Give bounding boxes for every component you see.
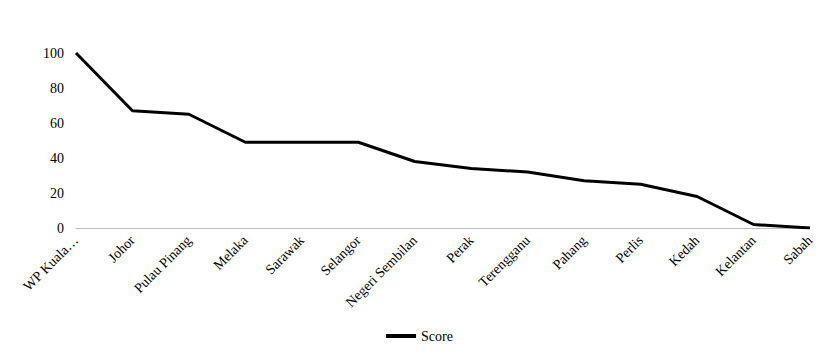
svg-text:0: 0 — [57, 221, 64, 236]
svg-text:Kedah: Kedah — [666, 233, 702, 269]
svg-text:Selangor: Selangor — [318, 232, 364, 278]
svg-text:20: 20 — [50, 186, 64, 201]
svg-text:Pulau Pinang: Pulau Pinang — [131, 233, 194, 296]
svg-text:80: 80 — [50, 81, 64, 96]
svg-text:Kelantan: Kelantan — [713, 233, 759, 279]
svg-text:40: 40 — [50, 151, 64, 166]
svg-text:Perlis: Perlis — [613, 233, 646, 266]
svg-text:Terengganu: Terengganu — [476, 233, 533, 290]
svg-text:Melaka: Melaka — [210, 232, 251, 273]
svg-text:WP Kuala…: WP Kuala… — [20, 233, 81, 294]
svg-text:Sabah: Sabah — [781, 233, 816, 268]
svg-text:Negeri Sembilan: Negeri Sembilan — [343, 233, 420, 310]
svg-text:Score: Score — [421, 329, 453, 344]
svg-text:Perak: Perak — [443, 233, 476, 266]
svg-text:60: 60 — [50, 116, 64, 131]
svg-text:Johor: Johor — [105, 232, 138, 265]
svg-text:Sarawak: Sarawak — [262, 233, 307, 278]
svg-text:100: 100 — [43, 46, 64, 61]
svg-text:Pahang: Pahang — [550, 233, 590, 273]
